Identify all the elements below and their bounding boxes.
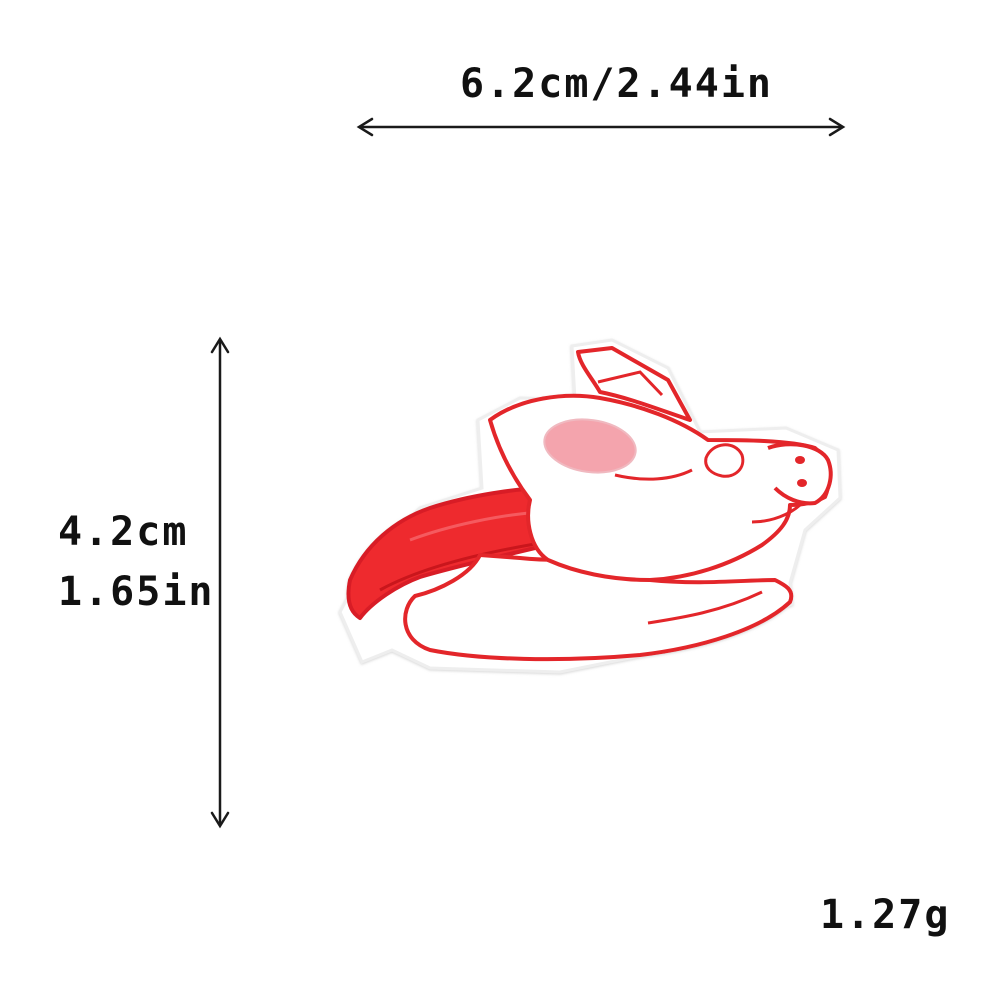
height-dimension-cm: 4.2cm — [58, 509, 189, 555]
width-arrow — [356, 117, 846, 137]
height-arrow — [210, 336, 230, 829]
pig-ear — [576, 346, 692, 422]
width-dimension-label: 6.2cm/2.44in — [460, 61, 773, 107]
pig-snout — [767, 442, 833, 506]
height-dimension-in: 1.65in — [58, 569, 215, 615]
weight-label: 1.27g — [820, 892, 951, 938]
ear-inner — [543, 418, 637, 474]
pig-eye — [704, 443, 745, 478]
